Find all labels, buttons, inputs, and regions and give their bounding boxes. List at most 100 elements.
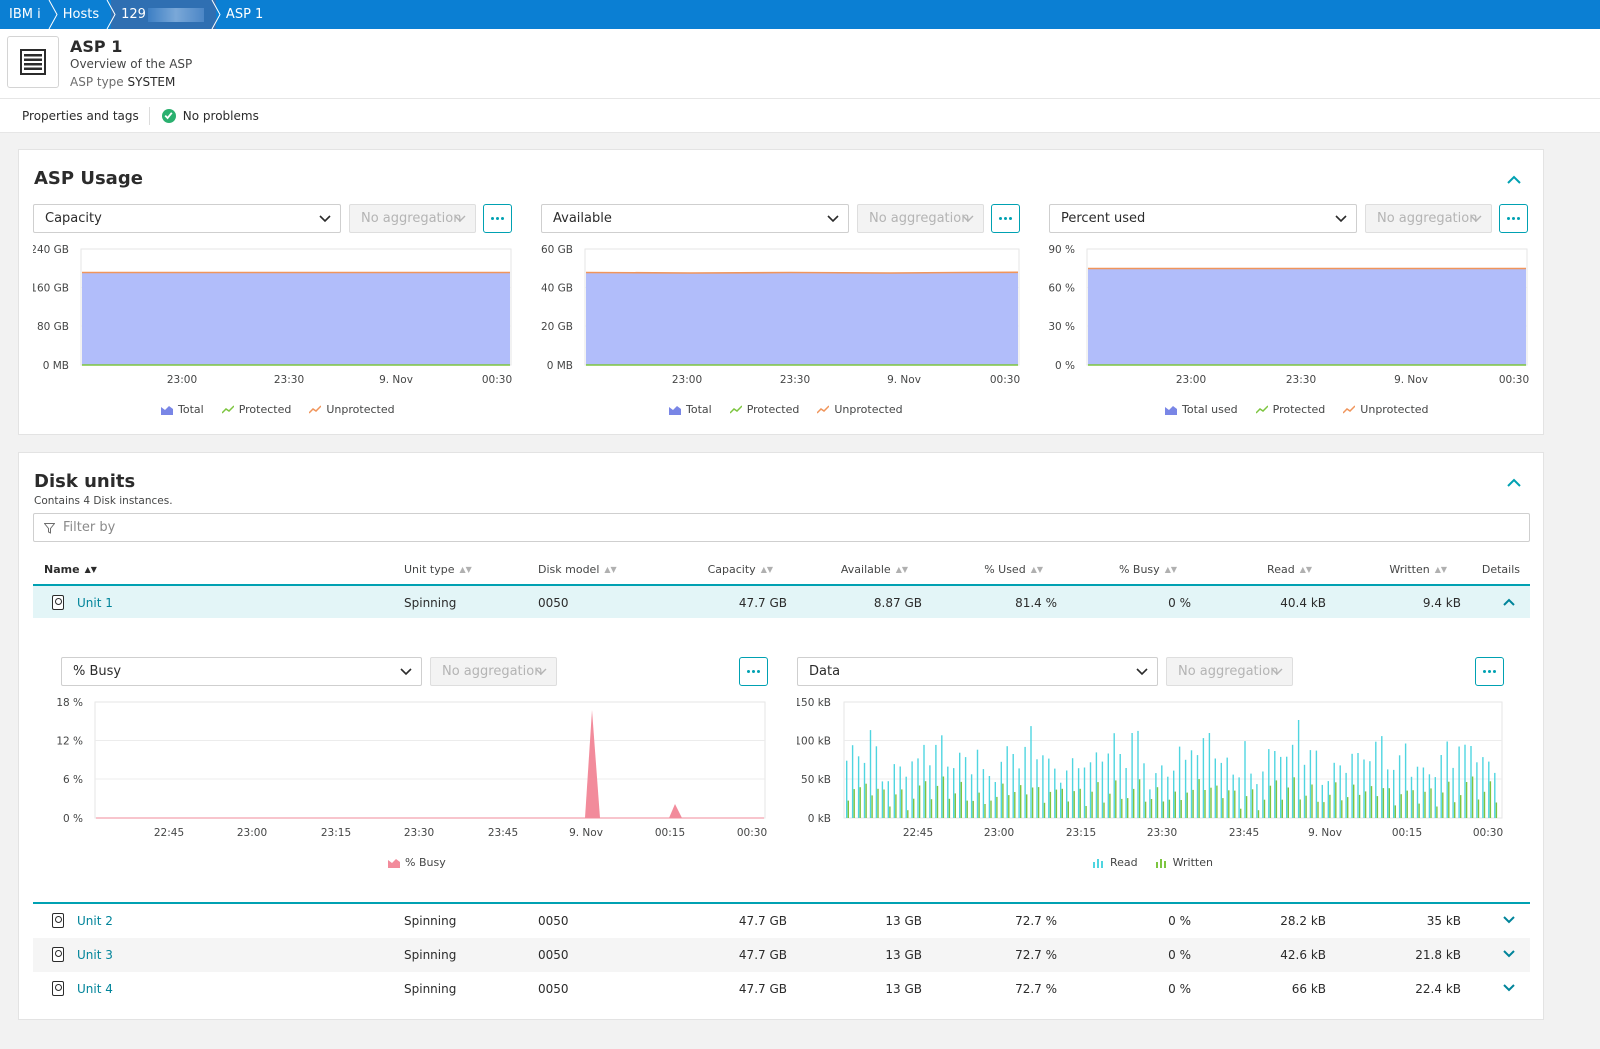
more-options-button[interactable] (991, 204, 1020, 233)
busy-chart[interactable]: 18 % 12 % 6 % 0 % 22:45 23:00 23:15 23:3… (49, 693, 769, 843)
chevron-down-icon (827, 215, 839, 223)
unit-name-link[interactable]: Unit 1 (77, 596, 113, 610)
filter-input[interactable]: Filter by (33, 513, 1530, 542)
available-chart[interactable]: 60 GB 40 GB 20 GB 0 MB 23:00 23:30 9. No… (541, 240, 1023, 388)
written-bar (853, 789, 855, 818)
detail-divider (33, 902, 1530, 904)
written-bar (1382, 788, 1385, 818)
asp-usage-title: ASP Usage (34, 168, 143, 189)
column-label: Read (1267, 563, 1295, 576)
legend-item-protected[interactable]: Protected (221, 403, 291, 416)
problems-status[interactable]: No problems (161, 108, 259, 123)
more-options-button[interactable] (1499, 204, 1528, 233)
read-bar (1042, 755, 1044, 818)
read-bar (1030, 726, 1032, 818)
unit-name-link[interactable]: Unit 2 (77, 914, 113, 928)
read-bar (1125, 768, 1127, 818)
metric-select-data[interactable]: Data (797, 657, 1158, 686)
column-header-written[interactable]: Written ▲▼ (1389, 563, 1447, 576)
more-options-button[interactable] (483, 204, 512, 233)
written-bar (1198, 779, 1200, 818)
written-bar (1341, 800, 1343, 818)
column-header-used[interactable]: % Used ▲▼ (984, 563, 1043, 576)
metric-select-busy[interactable]: % Busy (61, 657, 422, 686)
legend-item-total-used[interactable]: Total used (1165, 403, 1238, 416)
metric-select-available[interactable]: Available (541, 204, 849, 233)
written-bar (1144, 801, 1147, 818)
aggregation-select[interactable]: No aggregation (1166, 657, 1293, 686)
metric-select-capacity[interactable]: Capacity (33, 204, 341, 233)
chevron-down-icon[interactable] (1502, 948, 1516, 960)
column-header-available[interactable]: Available ▲▼ (841, 563, 908, 576)
legend-item-unprotected[interactable]: Unprotected (817, 403, 903, 416)
legend-item-unprotected[interactable]: Unprotected (1343, 403, 1429, 416)
legend-item-total[interactable]: Total (161, 403, 204, 416)
cell-read: 42.6 kB (1280, 948, 1326, 962)
read-bar (1137, 730, 1139, 818)
chevron-down-icon[interactable] (1502, 914, 1516, 926)
cell-unit-type: Spinning (404, 914, 457, 928)
written-bar (996, 796, 998, 818)
table-row[interactable]: Unit 4 Spinning 0050 47.7 GB 13 GB 72.7 … (33, 972, 1530, 1006)
unit-name-link[interactable]: Unit 3 (77, 948, 113, 962)
cell-unit-type: Spinning (404, 596, 457, 610)
cell-busy: 0 % (1168, 948, 1191, 962)
read-bar (1452, 767, 1454, 818)
column-header-read[interactable]: Read ▲▼ (1267, 563, 1312, 576)
metric-select-percent-used[interactable]: Percent used (1049, 204, 1357, 233)
legend-item-written[interactable]: Written (1155, 856, 1213, 869)
table-row[interactable]: Unit 3 Spinning 0050 47.7 GB 13 GB 72.7 … (33, 938, 1530, 972)
y-tick-label: 18 % (56, 697, 83, 709)
column-header-disk-model[interactable]: Disk model ▲▼ (538, 563, 617, 576)
legend-item-unprotected[interactable]: Unprotected (309, 403, 395, 416)
table-row[interactable]: Unit 2 Spinning 0050 47.7 GB 13 GB 72.7 … (33, 904, 1530, 938)
written-bar (1091, 791, 1093, 818)
column-header-busy[interactable]: % Busy ▲▼ (1119, 563, 1177, 576)
data-chart[interactable]: 150 kB 100 kB 50 kB 0 kB 22:45 23:00 23:… (797, 693, 1507, 843)
x-tick-label: 23:30 (780, 374, 810, 386)
y-tick-label: 80 GB (37, 321, 69, 333)
written-bar (1483, 791, 1486, 818)
chevron-up-icon[interactable] (1505, 474, 1523, 492)
aggregation-select[interactable]: No aggregation (1365, 204, 1492, 233)
aggregation-select[interactable]: No aggregation (857, 204, 984, 233)
column-header-capacity[interactable]: Capacity ▲▼ (708, 563, 773, 576)
aggregation-select[interactable]: No aggregation (349, 204, 476, 233)
percent-used-chart[interactable]: 90 % 60 % 30 % 0 % 23:00 23:30 9. Nov 00… (1049, 240, 1531, 388)
read-bar (1202, 738, 1205, 818)
read-bar (1291, 744, 1294, 818)
written-bar (1412, 790, 1414, 818)
cell-capacity: 47.7 GB (738, 914, 787, 928)
breadcrumb-ibmi[interactable]: IBM i (0, 0, 58, 29)
column-label: Available (840, 563, 891, 576)
more-options-button[interactable] (1475, 657, 1504, 686)
chevron-up-icon[interactable] (1502, 596, 1516, 608)
read-bar (1131, 733, 1133, 818)
table-row[interactable]: Unit 1 Spinning 0050 47.7 GB 8.87 GB 81.… (33, 584, 1530, 618)
legend-item-protected[interactable]: Protected (1255, 403, 1325, 416)
breadcrumb-host[interactable]: 129 (111, 0, 221, 29)
unit-name-link[interactable]: Unit 4 (77, 982, 113, 996)
written-bar (960, 781, 962, 818)
more-options-button[interactable] (739, 657, 768, 686)
properties-and-tags-link[interactable]: Properties and tags (0, 106, 150, 125)
legend-item-total[interactable]: Total (669, 403, 712, 416)
legend-item-read[interactable]: Read (1093, 856, 1138, 869)
chevron-up-icon[interactable] (1505, 171, 1523, 189)
written-bar (1014, 792, 1016, 818)
chevron-down-icon[interactable] (1502, 982, 1516, 994)
column-header-name[interactable]: Name ▲▼ (44, 563, 97, 576)
disk-units-title: Disk units (34, 471, 136, 492)
read-bar (1178, 746, 1181, 818)
column-header-unit-type[interactable]: Unit type ▲▼ (404, 563, 472, 576)
legend-item-protected[interactable]: Protected (729, 403, 799, 416)
breadcrumb-asp[interactable]: ASP 1 (216, 0, 275, 29)
cell-unit-type: Spinning (404, 982, 457, 996)
capacity-chart[interactable]: 240 GB 160 GB 80 GB 0 MB 23:00 23:30 9. … (33, 240, 515, 388)
read-bar (1244, 741, 1246, 818)
breadcrumb-hosts[interactable]: Hosts (53, 0, 116, 29)
written-bar (1055, 789, 1058, 818)
area-icon (1165, 405, 1177, 415)
aggregation-select[interactable]: No aggregation (430, 657, 557, 686)
legend-item-busy[interactable]: % Busy (388, 856, 446, 869)
